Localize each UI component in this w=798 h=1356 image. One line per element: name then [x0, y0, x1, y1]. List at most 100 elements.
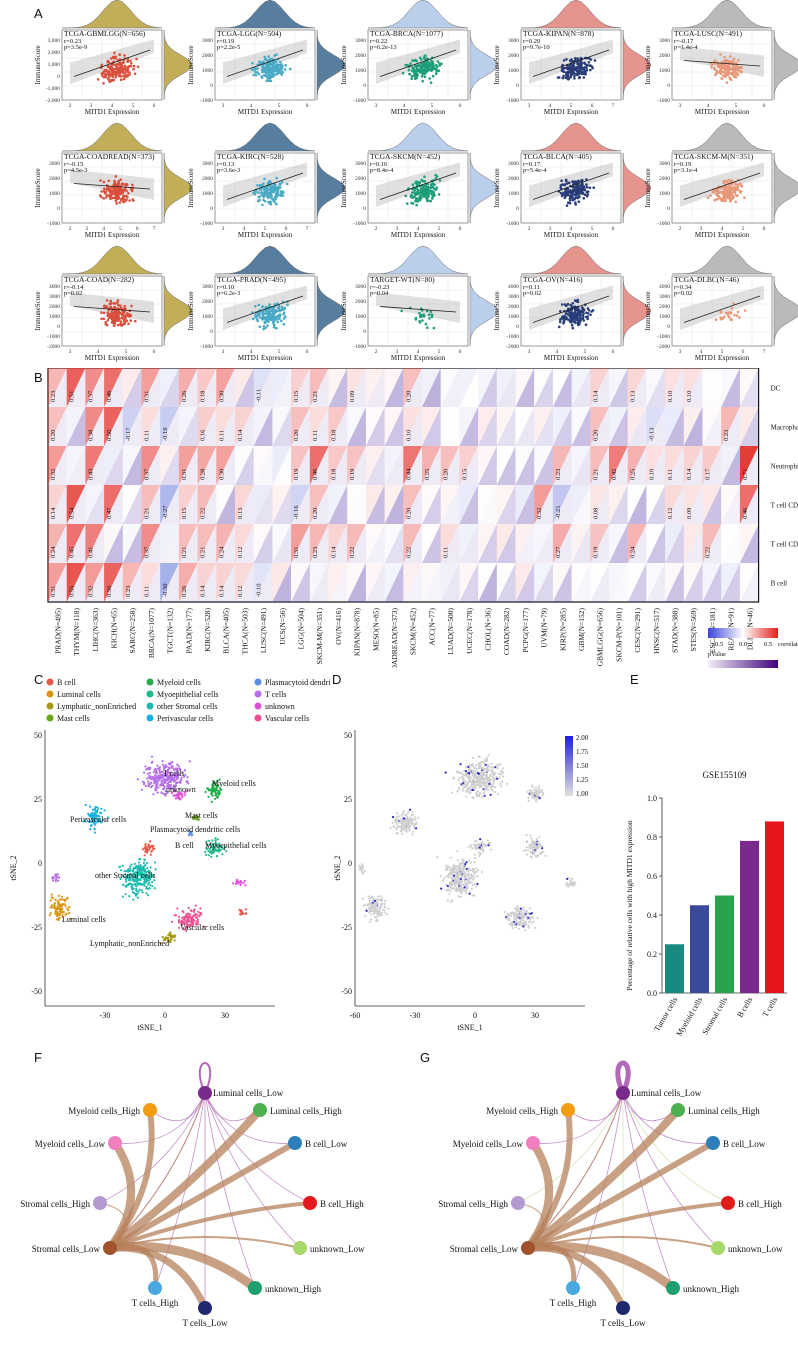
data-point: [725, 192, 728, 195]
heatmap-cell-lower: [590, 563, 609, 602]
data-point: [258, 312, 261, 316]
data-point: [724, 199, 727, 203]
data-point: [283, 68, 287, 71]
data-point: [277, 64, 280, 68]
cell-value: -0.10: [256, 583, 263, 597]
cell-point: [452, 777, 455, 780]
panel-label-f: F: [34, 1050, 42, 1065]
data-point: [715, 71, 718, 75]
cell-point: [459, 763, 462, 766]
data-point: [115, 73, 118, 77]
cell-point: [483, 789, 487, 792]
cell-point: [457, 788, 460, 791]
cell-point: [481, 848, 484, 851]
data-point: [113, 302, 117, 305]
cell-point: [144, 844, 147, 847]
heatmap-cell-upper: [66, 485, 86, 524]
heatmap-cell-lower: [478, 524, 497, 563]
cell-point: [150, 873, 153, 876]
data-point: [571, 64, 575, 67]
right-density: [316, 29, 346, 101]
heatmap-cell-lower: [216, 524, 235, 563]
x-tick: 2: [528, 226, 531, 232]
cell-point: [415, 827, 418, 830]
r-value: r=0.17: [523, 161, 541, 168]
data-point: [116, 58, 120, 62]
confidence-band: [680, 162, 764, 207]
heatmap-cell-lower: [122, 524, 142, 563]
data-point: [266, 196, 270, 199]
heatmap-cell-lower: [440, 368, 460, 407]
heatmap-cell-lower: [178, 524, 198, 563]
cell-point: [192, 816, 195, 819]
regression-line: [379, 306, 457, 313]
x-axis-label: MITD1 Expression: [238, 231, 293, 239]
data-point: [124, 69, 128, 72]
data-point: [102, 311, 106, 315]
cc-legend-title: correlation coefficient: [778, 641, 798, 648]
cell-point: [400, 830, 403, 833]
heatmap-cell-lower: [403, 524, 422, 563]
cell-point: [145, 892, 148, 895]
x-tick: 3: [549, 226, 552, 232]
data-point: [275, 189, 279, 192]
heatmap-cell-lower: [197, 407, 217, 446]
cell-value: 0.15: [461, 469, 468, 480]
cell-point: [194, 904, 197, 907]
top-density: [367, 245, 469, 275]
data-point: [260, 191, 263, 195]
heatmap-cell-lower: [422, 368, 441, 407]
heatmap-cell-upper: [496, 368, 516, 407]
data-point: [429, 310, 433, 314]
data-point: [276, 320, 280, 324]
data-point: [585, 64, 589, 67]
top-density: [214, 245, 316, 275]
x-tick: 6: [153, 103, 156, 109]
cell-point: [489, 773, 492, 776]
cell-value: 0.17: [705, 468, 712, 480]
data-point: [102, 82, 105, 85]
cell-point: [210, 855, 213, 858]
heatmap-cell-lower: [683, 407, 703, 446]
p-value: p=3.5e-9: [64, 44, 87, 51]
cell-point: [118, 865, 122, 868]
cell-value: 0.20: [443, 469, 450, 480]
heatmap-cell-upper: [48, 446, 67, 485]
cluster-label: B cell: [175, 841, 195, 850]
data-point: [418, 319, 421, 323]
heatmap-cell-lower: [403, 485, 422, 524]
heatmap-cell-upper: [66, 524, 86, 563]
data-point: [119, 178, 122, 181]
cell-point: [486, 788, 489, 791]
cell-value: 0.42: [611, 469, 618, 480]
x-tick: 6: [591, 103, 594, 109]
cell-point: [183, 922, 186, 925]
cell-point: [133, 862, 136, 865]
data-point: [565, 179, 568, 183]
data-point: [730, 191, 734, 195]
top-density: [671, 122, 773, 152]
cell-value: 0.12: [237, 547, 244, 558]
data-point: [422, 72, 426, 76]
data-point: [714, 189, 717, 192]
data-point: [566, 302, 570, 306]
data-point: [115, 197, 118, 200]
cell-point: [486, 769, 489, 772]
heatmap-cell-upper: [609, 563, 628, 602]
heatmap-cell-upper: [160, 368, 179, 407]
data-point: [573, 320, 576, 323]
data-point: [563, 196, 567, 200]
data-point: [282, 311, 286, 314]
heatmap-cell-upper: [496, 485, 516, 524]
cell-point: [472, 774, 475, 777]
heatmap-cell-lower: [197, 446, 217, 485]
cell-point: [187, 924, 190, 927]
cell-point: [125, 869, 128, 873]
cell-point: [148, 881, 151, 884]
heatmap-cell-upper: [160, 524, 179, 563]
data-point: [435, 175, 439, 178]
cell-point: [61, 898, 64, 901]
heatmap-cell-upper: [328, 485, 348, 524]
x-tick: 4: [707, 103, 710, 109]
cell-point: [174, 797, 177, 800]
